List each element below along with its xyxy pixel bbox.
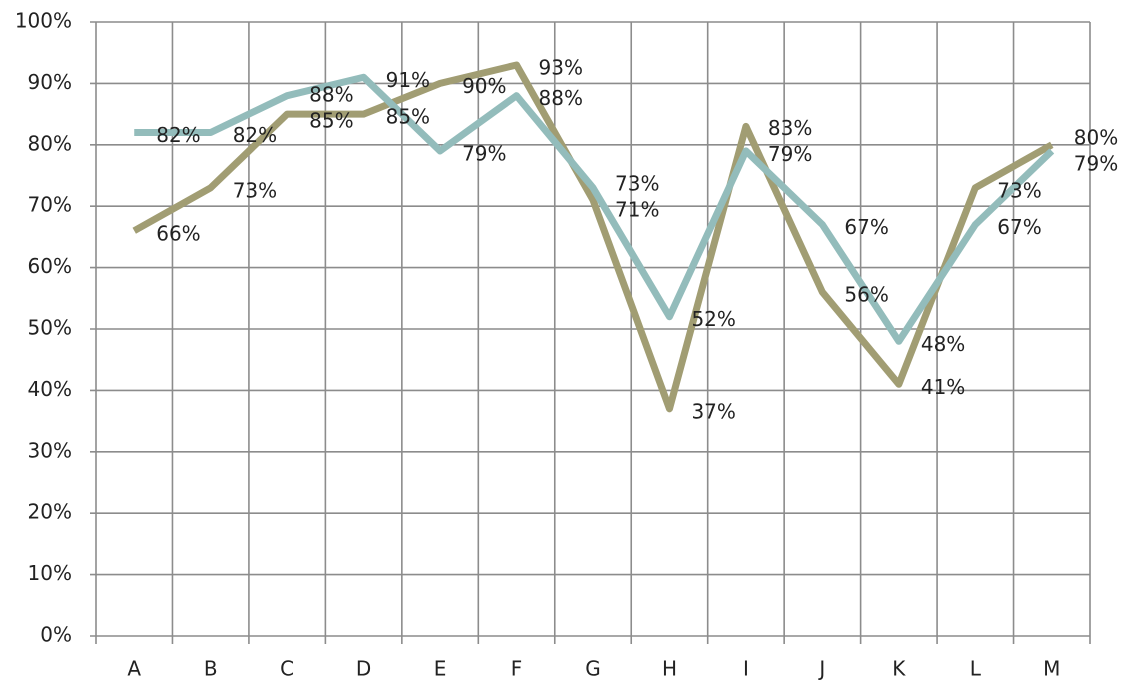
data-label: 37% [691, 399, 735, 423]
y-tick-label: 40% [28, 377, 72, 401]
data-label: 73% [233, 178, 277, 202]
y-tick-label: 100% [15, 9, 72, 33]
data-label: 67% [997, 215, 1041, 239]
y-tick-label: 90% [28, 70, 72, 94]
series-line [132, 61, 1054, 413]
x-tick-label: L [970, 657, 982, 680]
x-tick-label: K [892, 657, 906, 680]
data-label: 91% [386, 68, 430, 92]
data-label: 73% [997, 178, 1041, 202]
x-tick-label: G [585, 657, 601, 680]
y-tick-label: 10% [28, 561, 72, 585]
x-tick-label: F [511, 657, 523, 680]
data-label: 48% [921, 332, 965, 356]
data-label: 83% [768, 116, 812, 140]
data-label: 90% [462, 74, 506, 98]
data-label: 66% [156, 221, 200, 245]
y-tick-label: 30% [28, 438, 72, 462]
x-tick-label: C [280, 657, 294, 680]
y-tick-label: 80% [28, 131, 72, 155]
data-label: 56% [844, 283, 888, 307]
x-tick-label: D [356, 657, 371, 680]
y-tick-label: 0% [40, 623, 72, 647]
data-label: 67% [844, 215, 888, 239]
y-tick-label: 20% [28, 500, 72, 524]
x-tick-label: M [1043, 657, 1060, 680]
data-label: 80% [1074, 125, 1118, 149]
data-label: 82% [233, 123, 277, 147]
data-label: 93% [539, 55, 583, 79]
x-tick-label: I [743, 657, 749, 680]
x-tick-label: H [662, 657, 677, 680]
data-label: 79% [768, 142, 812, 166]
x-tick-label: J [817, 657, 825, 680]
data-label: 79% [462, 141, 506, 165]
y-tick-label: 70% [28, 193, 72, 217]
data-label: 85% [309, 108, 353, 132]
y-tick-label: 50% [28, 316, 72, 340]
x-tick-label: A [127, 657, 141, 680]
data-label: 88% [539, 86, 583, 110]
y-tick-label: 60% [28, 254, 72, 278]
data-label: 82% [156, 123, 200, 147]
data-label: 73% [615, 171, 659, 195]
data-label: 88% [309, 82, 353, 106]
data-label: 71% [615, 197, 659, 221]
data-label: 79% [1074, 151, 1118, 175]
series-line [134, 73, 1055, 345]
data-label: 85% [386, 105, 430, 129]
x-tick-label: B [204, 657, 218, 680]
data-label: 41% [921, 375, 965, 399]
x-tick-label: E [434, 657, 447, 680]
data-label: 52% [691, 307, 735, 331]
